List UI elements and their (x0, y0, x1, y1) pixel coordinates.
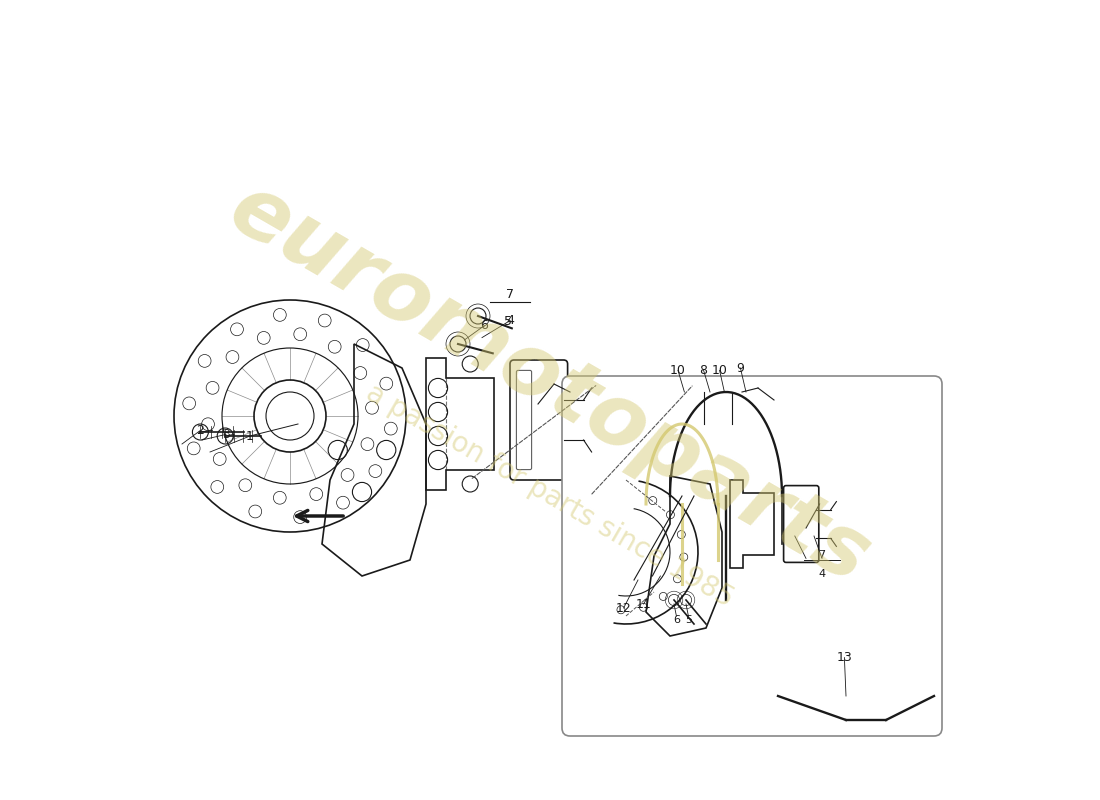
Text: 6: 6 (481, 319, 488, 332)
Circle shape (239, 479, 252, 492)
Text: 12: 12 (616, 602, 631, 614)
Text: a passion for parts since 1985: a passion for parts since 1985 (361, 379, 739, 613)
Text: 5: 5 (685, 615, 692, 625)
Circle shape (368, 465, 382, 478)
Circle shape (341, 469, 354, 482)
Circle shape (667, 510, 674, 518)
Circle shape (294, 510, 307, 523)
Circle shape (617, 606, 625, 614)
Circle shape (183, 397, 196, 410)
Circle shape (274, 491, 286, 504)
Text: 9: 9 (737, 362, 745, 374)
Circle shape (318, 314, 331, 327)
Circle shape (673, 574, 681, 582)
Circle shape (639, 603, 648, 611)
Circle shape (365, 402, 378, 414)
Circle shape (274, 309, 286, 322)
Text: 10: 10 (712, 364, 727, 377)
Circle shape (680, 553, 688, 561)
Circle shape (356, 338, 370, 351)
Circle shape (328, 340, 341, 353)
Text: 7: 7 (818, 550, 826, 560)
Circle shape (354, 366, 366, 379)
Text: 7: 7 (506, 288, 514, 301)
Circle shape (198, 354, 211, 367)
Circle shape (206, 382, 219, 394)
FancyBboxPatch shape (562, 376, 942, 736)
Text: 13: 13 (836, 651, 852, 664)
Circle shape (249, 505, 262, 518)
Circle shape (310, 488, 322, 501)
Text: 3: 3 (222, 428, 230, 441)
Circle shape (678, 530, 685, 538)
Text: 10: 10 (670, 364, 686, 377)
Circle shape (384, 422, 397, 435)
Text: 4: 4 (818, 569, 826, 579)
Text: 11: 11 (636, 598, 651, 610)
Circle shape (361, 438, 374, 450)
Text: 8: 8 (700, 364, 707, 377)
Circle shape (337, 496, 350, 509)
Circle shape (294, 328, 307, 341)
Circle shape (213, 453, 227, 466)
Circle shape (226, 350, 239, 363)
Text: 2: 2 (197, 424, 205, 437)
Circle shape (659, 593, 668, 601)
Circle shape (211, 481, 223, 494)
Circle shape (187, 442, 200, 454)
Circle shape (649, 497, 657, 505)
Text: euromotoparts: euromotoparts (216, 166, 884, 602)
Text: 4: 4 (506, 314, 514, 326)
Text: 6: 6 (673, 615, 680, 625)
Text: 1: 1 (246, 430, 254, 442)
Circle shape (257, 331, 271, 344)
Circle shape (201, 418, 214, 430)
Circle shape (231, 323, 243, 336)
Circle shape (379, 378, 393, 390)
Text: 5: 5 (505, 315, 513, 328)
